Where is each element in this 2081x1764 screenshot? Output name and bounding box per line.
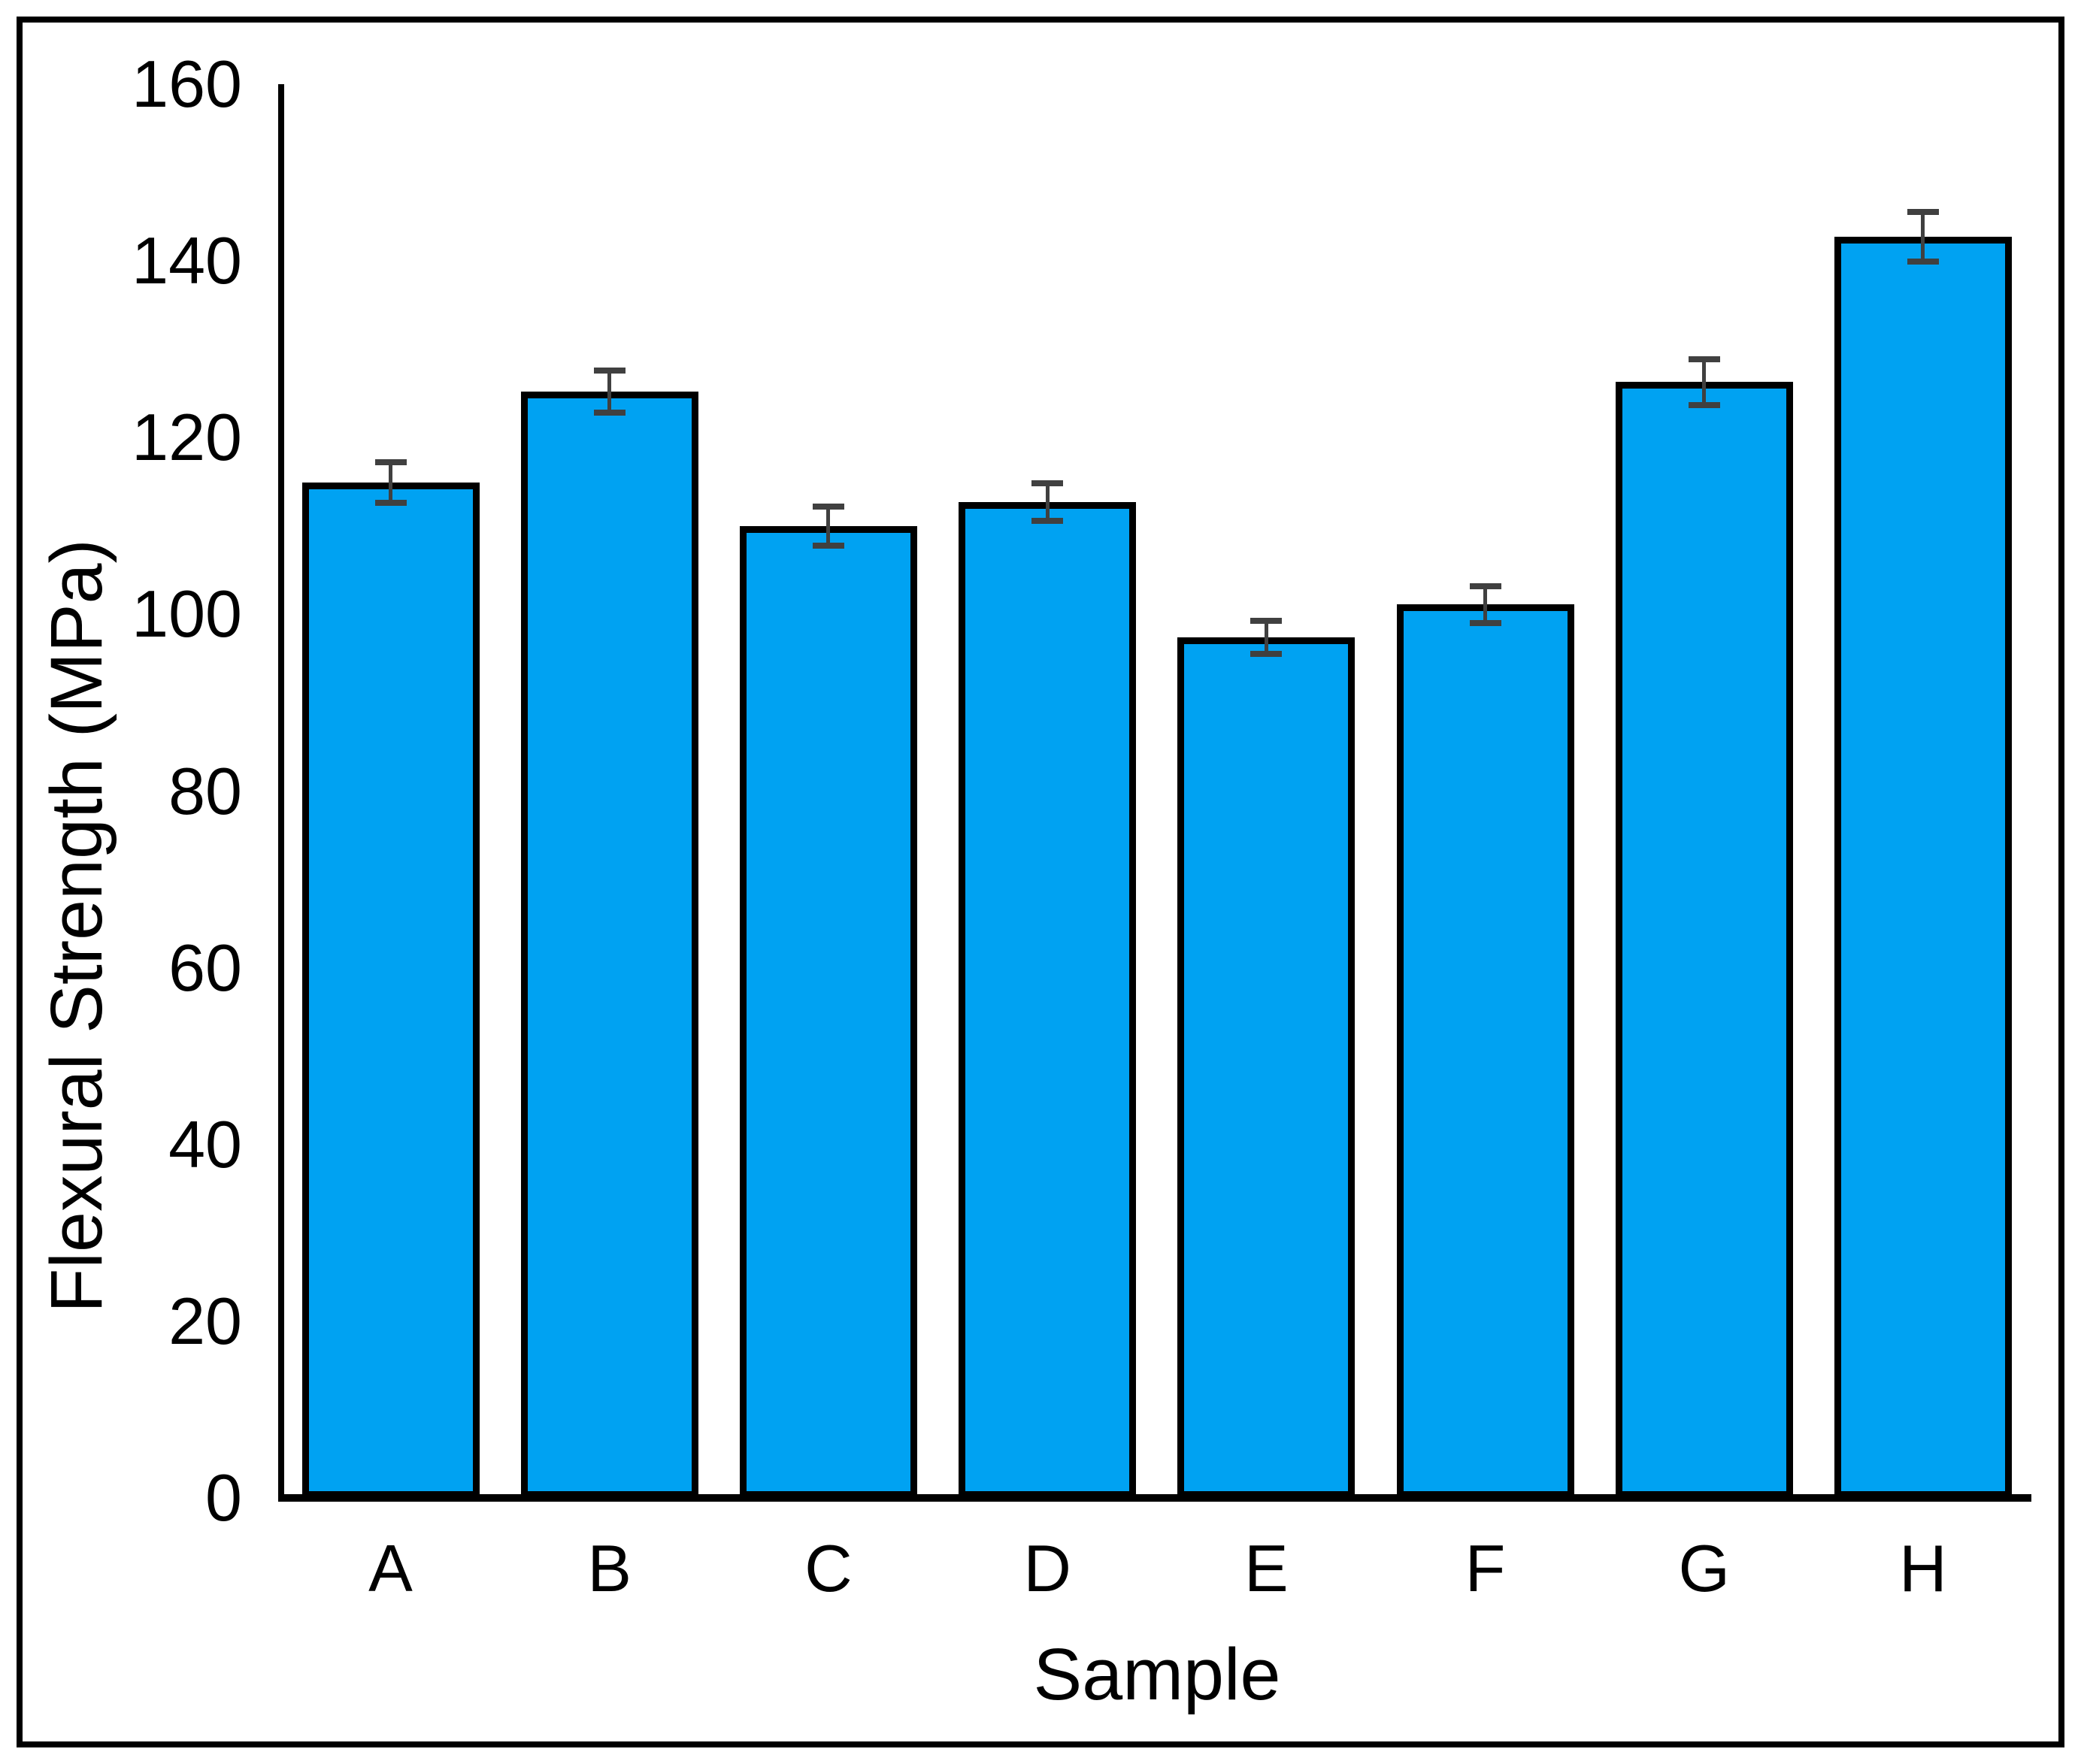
y-axis-line: [278, 84, 284, 1502]
x-tick-label-H: H: [1899, 1531, 1947, 1605]
error-bar-bottom-cap-D: [1031, 517, 1064, 524]
error-bar-bottom-cap-E: [1250, 651, 1283, 658]
bar-F: [1396, 604, 1574, 1498]
error-bar-top-cap-G: [1688, 356, 1720, 362]
error-bar-bottom-cap-H: [1907, 259, 1939, 265]
error-bar-bottom-cap-F: [1469, 620, 1501, 627]
error-bar-bottom-cap-G: [1688, 401, 1720, 408]
error-bar-stem-A: [389, 462, 392, 504]
error-bar-top-cap-A: [374, 459, 407, 466]
error-bar-stem-F: [1483, 585, 1487, 624]
y-tick-label-100: 100: [132, 576, 242, 652]
error-bar-top-cap-H: [1907, 209, 1939, 216]
error-bar-bottom-cap-C: [812, 542, 844, 549]
x-tick-label-E: E: [1243, 1531, 1289, 1605]
error-bar-bottom-cap-B: [593, 410, 626, 416]
error-bar-stem-D: [1045, 483, 1050, 521]
y-tick-label-20: 20: [168, 1283, 242, 1358]
y-tick-label-120: 120: [132, 400, 242, 475]
error-bar-top-cap-C: [812, 503, 844, 510]
bar-G: [1615, 382, 1793, 1498]
y-tick-label-140: 140: [132, 223, 242, 298]
x-axis-title: Sample: [1033, 1633, 1281, 1715]
error-bar-top-cap-D: [1031, 480, 1064, 487]
error-bar-bottom-cap-A: [374, 500, 407, 507]
x-tick-label-G: G: [1678, 1531, 1730, 1605]
x-axis-line: [278, 1494, 2031, 1502]
y-tick-label-60: 60: [168, 930, 242, 1005]
error-bar-stem-B: [607, 370, 612, 413]
bar-E: [1177, 637, 1356, 1498]
x-tick-label-D: D: [1023, 1531, 1071, 1605]
y-tick-label-80: 80: [168, 753, 242, 828]
error-bar-stem-H: [1921, 212, 1925, 262]
x-tick-label-B: B: [587, 1531, 632, 1605]
x-tick-label-C: C: [804, 1531, 853, 1605]
y-tick-label-40: 40: [168, 1106, 242, 1182]
y-tick-label-160: 160: [132, 47, 242, 121]
error-bar-top-cap-B: [593, 367, 626, 374]
error-bar-top-cap-F: [1469, 582, 1501, 589]
bar-D: [959, 502, 1137, 1498]
bar-B: [520, 392, 698, 1498]
error-bar-stem-G: [1702, 359, 1707, 405]
bar-H: [1834, 237, 2012, 1498]
error-bar-stem-E: [1264, 620, 1268, 655]
bar-C: [739, 525, 917, 1498]
error-bar-top-cap-E: [1250, 617, 1283, 624]
error-bar-stem-C: [826, 506, 831, 546]
x-tick-label-A: A: [368, 1531, 413, 1605]
figure-border: [17, 17, 2064, 1747]
bar-A: [301, 483, 480, 1498]
y-tick-label-0: 0: [205, 1460, 242, 1535]
x-tick-label-F: F: [1465, 1531, 1506, 1605]
y-axis-title: Flexural Strength (MPa): [35, 539, 117, 1313]
